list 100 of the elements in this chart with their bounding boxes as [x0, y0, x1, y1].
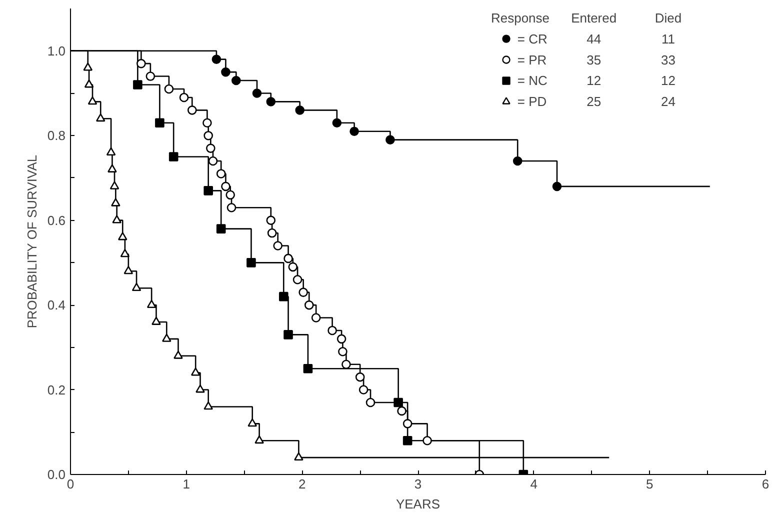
- x-tick-label: 0: [66, 476, 74, 492]
- point: [146, 72, 156, 81]
- point: [124, 266, 134, 274]
- point: [136, 58, 146, 68]
- point: [226, 202, 236, 212]
- point: [221, 67, 230, 77]
- x-axis-title: YEARS: [396, 496, 440, 512]
- point: [402, 436, 412, 446]
- point: [248, 418, 258, 427]
- legend-label: = CR: [517, 31, 548, 46]
- point: [342, 360, 351, 369]
- point: [294, 452, 304, 461]
- point: [204, 130, 213, 140]
- x-tick-label: 2: [298, 476, 306, 492]
- point: [174, 350, 183, 359]
- point: [155, 118, 164, 128]
- point: [226, 190, 235, 200]
- point: [246, 258, 256, 268]
- point: [133, 80, 142, 90]
- point: [187, 106, 197, 115]
- point: [179, 92, 189, 102]
- point: [397, 406, 406, 416]
- point: [120, 248, 130, 258]
- legend-label: = PD: [517, 94, 547, 110]
- point: [221, 182, 230, 192]
- y-tick-label: 0.8: [47, 128, 66, 144]
- point: [512, 156, 522, 166]
- point: [88, 96, 98, 105]
- annotation: 11: [661, 31, 675, 46]
- point: [231, 76, 241, 86]
- x-tick-label: 1: [182, 476, 190, 492]
- x-tick-label: 6: [762, 476, 770, 492]
- point: [336, 334, 346, 344]
- point: [328, 326, 337, 336]
- point: [366, 398, 376, 408]
- point: [112, 215, 122, 224]
- point: [106, 147, 116, 156]
- point: [208, 156, 218, 166]
- point: [152, 316, 161, 325]
- legend-label: = NC: [517, 73, 548, 88]
- annotation: 33: [660, 52, 676, 68]
- annotation: Entered: [571, 10, 617, 26]
- point: [254, 435, 264, 444]
- point: [552, 182, 562, 192]
- point: [284, 330, 293, 340]
- legend-label: = PR: [517, 52, 547, 68]
- y-tick-label: 0.6: [47, 212, 66, 228]
- point: [168, 152, 178, 162]
- point: [402, 419, 412, 428]
- point: [204, 401, 213, 410]
- point: [273, 241, 282, 250]
- point: [111, 198, 120, 206]
- point: [196, 384, 205, 393]
- point: [394, 398, 403, 408]
- point: [332, 118, 342, 128]
- point: [355, 372, 365, 382]
- point: [108, 164, 117, 172]
- legend-title: Response: [490, 10, 550, 26]
- point: [216, 169, 226, 178]
- point: [162, 334, 172, 342]
- point: [190, 368, 200, 376]
- point: [206, 144, 216, 153]
- point: [216, 224, 226, 234]
- point: [118, 232, 128, 240]
- point: [96, 113, 106, 122]
- point: [284, 254, 293, 264]
- point: [338, 347, 348, 356]
- point: [83, 62, 93, 71]
- point: [132, 282, 142, 292]
- point: [252, 88, 262, 98]
- point: [422, 436, 432, 446]
- x-tick-label: 3: [414, 476, 422, 492]
- annotation: Died: [654, 10, 682, 26]
- point: [212, 54, 222, 64]
- point: [288, 262, 298, 272]
- point: [278, 292, 288, 302]
- x-tick-label: 5: [646, 476, 654, 492]
- y-tick-label: 0.2: [47, 382, 66, 398]
- annotation: 12: [586, 73, 602, 88]
- point: [202, 118, 212, 128]
- annotation: 25: [586, 94, 602, 110]
- point: [84, 79, 94, 88]
- point: [266, 97, 276, 106]
- annotation: 44: [586, 31, 602, 46]
- point: [266, 216, 276, 225]
- point: [146, 300, 156, 308]
- annotation: 24: [660, 94, 676, 110]
- y-tick-label: 1.0: [47, 43, 66, 58]
- point: [350, 126, 359, 136]
- point: [358, 385, 368, 394]
- point: [303, 364, 313, 374]
- point: [311, 313, 321, 322]
- point: [295, 106, 304, 115]
- annotation: 12: [660, 73, 676, 88]
- point: [304, 300, 314, 310]
- point: [298, 288, 308, 297]
- y-tick-label: 0.4: [47, 298, 66, 313]
- point: [204, 186, 213, 196]
- point: [164, 84, 174, 94]
- point: [386, 135, 395, 144]
